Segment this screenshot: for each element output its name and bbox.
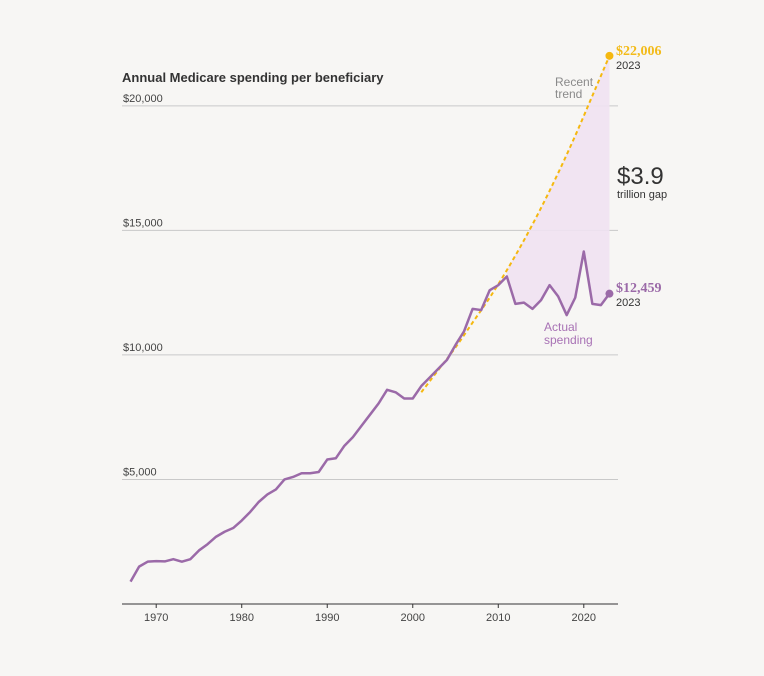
actual-label-line2: spending [544,333,593,347]
x-tick-label: 1980 [229,612,253,624]
y-tick-label: $10,000 [123,342,163,354]
x-tick-label: 1970 [144,612,168,624]
trend-end-year: 2023 [616,60,640,72]
trend-end-point [605,51,614,60]
trend-end-value: $22,006 [616,44,662,59]
gap-value: $3.9 [617,163,664,190]
y-tick-label: $20,000 [123,93,163,105]
recent-trend-line [420,55,611,393]
y-tick-label: $5,000 [123,466,157,478]
trend-label-line2: trend [555,87,582,101]
trend-label-line1: Recent [555,75,594,89]
actual-end-year: 2023 [616,297,640,309]
y-tick-label: $15,000 [123,217,163,229]
actual-label-line1: Actual [544,320,577,334]
actual-end-value: $12,459 [616,281,662,296]
x-tick-label: 1990 [315,612,339,624]
y-axis-ticks: $5,000 $10,000 $15,000 $20,000 [123,93,163,479]
x-tick-label: 2010 [486,612,510,624]
actual-spending-line [129,250,611,583]
gap-shaded-area [506,55,610,316]
x-tick-label: 2000 [401,612,425,624]
gap-label: trillion gap [617,189,667,201]
chart-title: Annual Medicare spending per beneficiary [122,70,384,85]
actual-end-point [605,289,614,298]
x-tick-label: 2020 [572,612,596,624]
x-axis-ticks: 1970 1980 1990 2000 2010 2020 [144,604,596,624]
gridlines [122,105,618,480]
